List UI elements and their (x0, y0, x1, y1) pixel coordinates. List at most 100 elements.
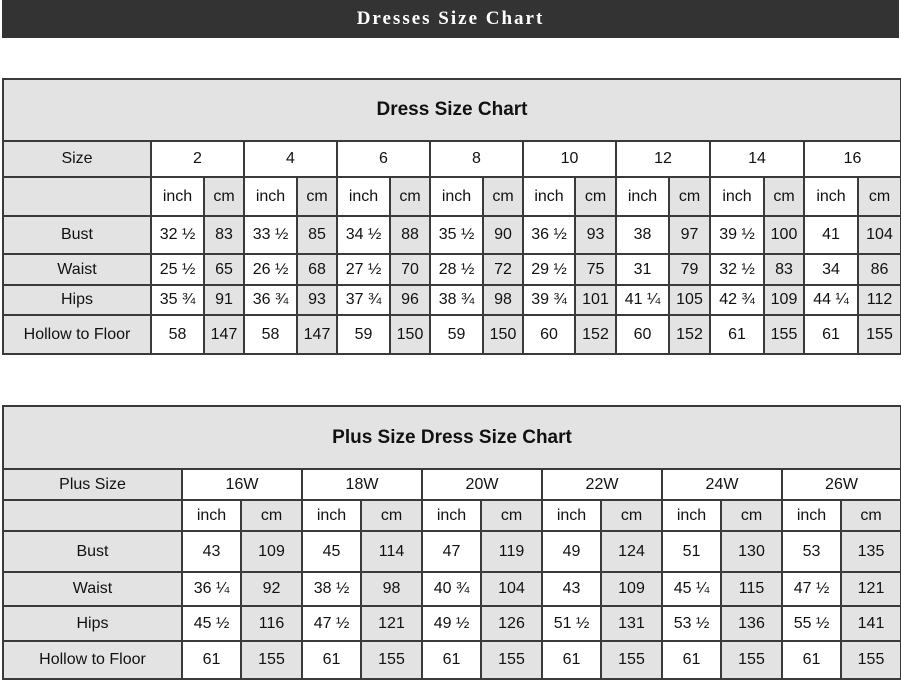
table-row: Hips 45 ½ 116 47 ½ 121 49 ½ 126 51 ½ 131 53 ½ 136 5… (2, 605, 901, 642)
unit-inch: inch (803, 176, 859, 217)
inch-value: 35 ¾ (150, 284, 205, 316)
cm-value: 155 (763, 314, 805, 355)
cm-value: 155 (240, 640, 303, 680)
cm-value: 109 (763, 284, 805, 316)
inch-value: 51 (661, 530, 722, 573)
inch-value: 61 (181, 640, 242, 680)
inch-value: 60 (522, 314, 576, 355)
unit-row: inch cm inch cm inch cm inch cm inch cm inch cm (2, 499, 901, 532)
measurement-label: Hips (2, 605, 183, 642)
inch-value: 31 (615, 253, 670, 286)
cm-value: 91 (203, 284, 245, 316)
measurement-label: Waist (2, 571, 183, 607)
unit-inch: inch (615, 176, 670, 217)
cm-value: 93 (296, 284, 338, 316)
size-cell: 24W (661, 468, 783, 501)
inch-value: 36 ¾ (243, 284, 298, 316)
measurement-label: Waist (2, 253, 152, 286)
unit-cm: cm (856, 176, 901, 217)
unit-cm: cm (482, 176, 524, 217)
cm-value: 83 (203, 215, 245, 255)
unit-inch: inch (181, 499, 242, 532)
size-cell: 14 (709, 140, 805, 178)
table-row: Waist 25 ½ 65 26 ½ 68 27 ½ 70 28 ½ 72 29 ½ 75 31 79 3… (2, 253, 901, 286)
table-row: Bust 32 ½ 83 33 ½ 85 34 ½ 88 35 ½ 90 36 ½ 93 38 97 39… (2, 215, 901, 255)
cm-value: 155 (600, 640, 663, 680)
unit-inch: inch (243, 176, 298, 217)
cm-value: 90 (482, 215, 524, 255)
cm-value: 98 (482, 284, 524, 316)
size-cell: 2 (150, 140, 245, 178)
cm-value: 119 (480, 530, 543, 573)
unit-inch: inch (541, 499, 602, 532)
inch-value: 55 ½ (781, 605, 842, 642)
cm-value: 141 (840, 605, 901, 642)
inch-value: 39 ½ (709, 215, 765, 255)
cm-value: 131 (600, 605, 663, 642)
size-cell: 16 (802, 140, 901, 178)
inch-value: 44 ¼ (803, 284, 859, 316)
unit-inch: inch (429, 176, 484, 217)
cm-value: 97 (668, 215, 711, 255)
cm-value: 150 (389, 314, 431, 355)
cm-value: 72 (482, 253, 524, 286)
unit-header-blank (2, 176, 152, 217)
unit-cm: cm (480, 499, 543, 532)
table-row: Bust 43 109 45 114 47 119 49 124 51 130 53 135 (2, 530, 901, 573)
cm-value: 92 (240, 571, 303, 607)
inch-value: 42 ¾ (709, 284, 765, 316)
cm-value: 96 (389, 284, 431, 316)
cm-value: 98 (360, 571, 423, 607)
inch-value: 43 (541, 571, 602, 607)
cm-value: 116 (240, 605, 303, 642)
inch-value: 35 ½ (429, 215, 484, 255)
inch-value: 58 (150, 314, 205, 355)
cm-value: 104 (480, 571, 543, 607)
unit-cm: cm (240, 499, 303, 532)
cm-value: 136 (720, 605, 783, 642)
inch-value: 61 (301, 640, 362, 680)
cm-value: 104 (856, 215, 901, 255)
size-cell: 16W (181, 468, 303, 501)
inch-value: 59 (336, 314, 391, 355)
inch-value: 58 (243, 314, 298, 355)
cm-value: 152 (668, 314, 711, 355)
cm-value: 155 (720, 640, 783, 680)
size-row: Size 2 4 6 8 10 12 14 16 (2, 140, 901, 178)
cm-value: 130 (720, 530, 783, 573)
cm-value: 147 (203, 314, 245, 355)
inch-value: 38 ¾ (429, 284, 484, 316)
inch-value: 41 ¼ (615, 284, 670, 316)
inch-value: 59 (429, 314, 484, 355)
measurement-label: Bust (2, 530, 183, 573)
inch-value: 40 ¾ (421, 571, 482, 607)
inch-value: 28 ½ (429, 253, 484, 286)
size-cell: 12 (615, 140, 711, 178)
unit-header-blank (2, 499, 183, 532)
cm-value: 65 (203, 253, 245, 286)
inch-value: 39 ¾ (522, 284, 576, 316)
table-title: Dress Size Chart (1, 78, 901, 142)
size-cell: 8 (429, 140, 524, 178)
unit-cm: cm (763, 176, 805, 217)
cm-value: 126 (480, 605, 543, 642)
inch-value: 45 ½ (181, 605, 242, 642)
cm-value: 147 (296, 314, 338, 355)
inch-value: 36 ½ (522, 215, 576, 255)
table-title: Plus Size Dress Size Chart (2, 405, 901, 470)
measurement-label: Hollow to Floor (2, 314, 152, 355)
cm-value: 68 (296, 253, 338, 286)
cm-value: 155 (856, 314, 901, 355)
cm-value: 150 (482, 314, 524, 355)
measurement-label: Hips (2, 284, 152, 316)
banner-title: Dresses Size Chart (356, 8, 545, 29)
inch-value: 53 (781, 530, 842, 573)
size-header: Size (2, 140, 152, 178)
inch-value: 26 ½ (243, 253, 298, 286)
cm-value: 121 (840, 571, 901, 607)
page-banner: Dresses Size Chart (2, 0, 899, 38)
unit-cm: cm (574, 176, 617, 217)
unit-cm: cm (720, 499, 783, 532)
dress-size-table: Dress Size Chart Size 2 4 6 8 10 12 14 16 inch cm in… (1, 78, 901, 355)
